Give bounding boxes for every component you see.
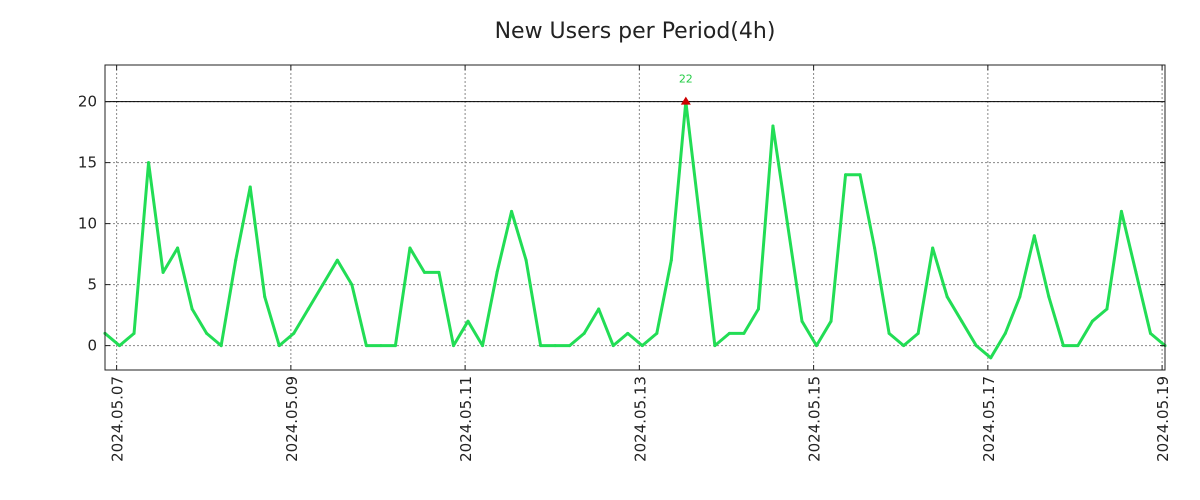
chart-title: New Users per Period(4h) — [495, 19, 776, 44]
grid — [105, 65, 1165, 370]
data-point — [916, 331, 920, 335]
data-point — [379, 344, 383, 348]
data-point — [1119, 209, 1123, 213]
y-tick-label: 0 — [87, 337, 97, 355]
data-point — [611, 344, 615, 348]
data-point — [945, 295, 949, 299]
data-point — [1090, 319, 1094, 323]
x-axis: 2024.05.07 2024.05.09 2024.05.11 2024.05.13… — [109, 65, 1172, 462]
data-point — [335, 258, 339, 262]
data-point — [205, 331, 209, 335]
data-point — [132, 331, 136, 335]
data-point — [364, 344, 368, 348]
peak-label: 22 — [679, 73, 693, 86]
data-point — [422, 270, 426, 274]
data-point — [234, 258, 238, 262]
data-point — [785, 222, 789, 226]
x-tick-label: 2024.05.17 — [980, 376, 998, 462]
data-point — [451, 344, 455, 348]
y-tick-label: 20 — [78, 93, 97, 111]
data-point — [597, 307, 601, 311]
data-point — [742, 331, 746, 335]
data-point — [873, 246, 877, 250]
data-point — [655, 331, 659, 335]
data-point — [495, 270, 499, 274]
data-point — [568, 344, 572, 348]
series-group — [103, 100, 1167, 360]
data-point — [481, 344, 485, 348]
x-tick-label: 2024.05.19 — [1154, 376, 1172, 462]
data-point — [277, 344, 281, 348]
data-point — [858, 173, 862, 177]
data-point — [626, 331, 630, 335]
data-point — [321, 283, 325, 287]
data-point — [190, 307, 194, 311]
data-point — [306, 307, 310, 311]
data-point — [176, 246, 180, 250]
peak-marker-group: 22 — [679, 73, 693, 105]
data-point — [931, 246, 935, 250]
data-point — [1076, 344, 1080, 348]
y-axis: 0 5 10 15 20 — [78, 93, 1165, 355]
data-point — [219, 344, 223, 348]
data-point — [669, 258, 673, 262]
data-point — [292, 331, 296, 335]
y-tick-label: 5 — [87, 276, 97, 294]
data-point — [902, 344, 906, 348]
x-tick-label: 2024.05.15 — [806, 376, 824, 462]
data-point — [800, 319, 804, 323]
data-point — [1148, 331, 1152, 335]
data-point — [350, 283, 354, 287]
data-point — [553, 344, 557, 348]
data-point — [727, 331, 731, 335]
data-point — [698, 222, 702, 226]
data-point — [393, 344, 397, 348]
data-point — [1134, 270, 1138, 274]
series-line — [103, 100, 1167, 360]
data-point — [118, 344, 122, 348]
data-point — [756, 307, 760, 311]
data-point — [829, 319, 833, 323]
data-point — [974, 344, 978, 348]
data-point — [582, 331, 586, 335]
data-point — [1105, 307, 1109, 311]
plot-frame — [104, 64, 1166, 371]
data-point — [713, 344, 717, 348]
data-point — [524, 258, 528, 262]
data-point — [1032, 234, 1036, 238]
y-tick-label: 10 — [78, 215, 97, 233]
data-point — [539, 344, 543, 348]
x-tick-label: 2024.05.07 — [109, 376, 127, 462]
data-point — [466, 319, 470, 323]
data-point — [887, 331, 891, 335]
data-point — [1003, 331, 1007, 335]
data-point — [1018, 295, 1022, 299]
data-point — [408, 246, 412, 250]
data-point — [1047, 295, 1051, 299]
data-point — [771, 124, 775, 128]
x-tick-label: 2024.05.11 — [457, 376, 475, 462]
data-point — [1061, 344, 1065, 348]
y-tick-label: 15 — [78, 154, 97, 172]
data-point — [815, 344, 819, 348]
peak-marker — [680, 96, 691, 105]
data-point — [437, 270, 441, 274]
data-point — [960, 319, 964, 323]
data-point — [147, 161, 151, 165]
data-point — [510, 209, 514, 213]
data-point — [248, 185, 252, 189]
data-point — [989, 356, 993, 360]
data-point — [640, 344, 644, 348]
x-tick-label: 2024.05.09 — [283, 376, 301, 462]
x-tick-label: 2024.05.13 — [631, 376, 649, 462]
data-point — [844, 173, 848, 177]
data-point — [263, 295, 267, 299]
data-point — [161, 270, 165, 274]
